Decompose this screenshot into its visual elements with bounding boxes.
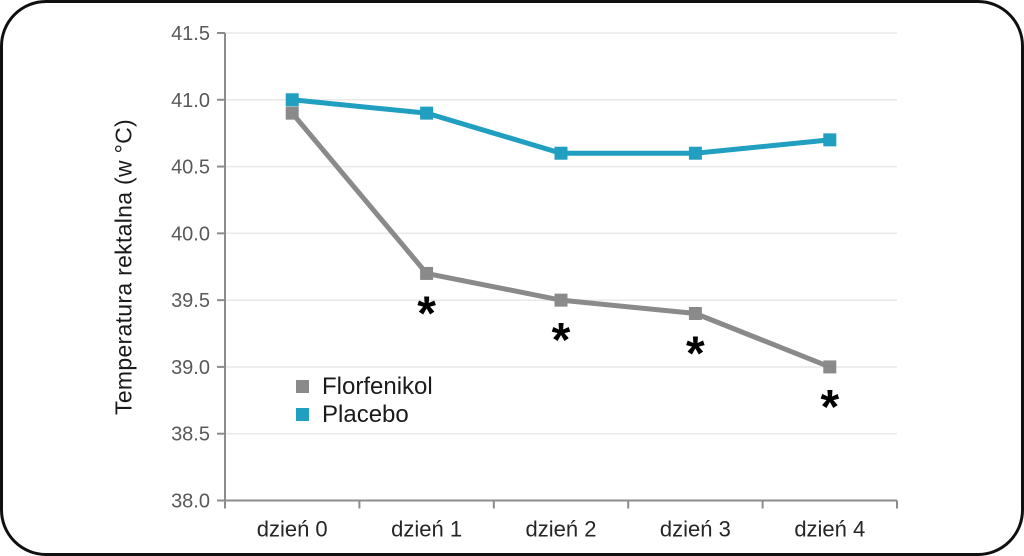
y-tick-label: 40.5 bbox=[171, 157, 210, 179]
x-tick-label: dzień 1 bbox=[391, 517, 462, 542]
legend-label-placebo: Placebo bbox=[322, 400, 409, 428]
y-tick-label: 39.5 bbox=[171, 290, 210, 312]
data-point-florfenikol bbox=[688, 307, 702, 320]
y-tick-label: 41.5 bbox=[171, 23, 210, 45]
legend-label-florfenikol: Florfenikol bbox=[322, 372, 433, 400]
x-tick-label: dzień 3 bbox=[660, 517, 731, 542]
x-tick-label: dzień 2 bbox=[526, 517, 597, 542]
legend: Florfenikol Placebo bbox=[296, 373, 433, 428]
x-tick-label: dzień 0 bbox=[257, 517, 328, 542]
significance-marker: * bbox=[820, 381, 839, 434]
data-point-florfenikol bbox=[285, 106, 299, 120]
legend-item-florfenikol: Florfenikol bbox=[296, 373, 433, 400]
data-point-placebo bbox=[688, 146, 702, 160]
significance-marker: * bbox=[552, 314, 571, 367]
data-point-florfenikol bbox=[554, 293, 568, 307]
data-point-florfenikol bbox=[420, 266, 434, 280]
y-tick-label: 40.0 bbox=[171, 223, 210, 245]
data-point-placebo bbox=[554, 146, 568, 160]
data-point-placebo bbox=[285, 93, 299, 107]
y-tick-label: 38.0 bbox=[171, 491, 210, 513]
significance-marker: * bbox=[417, 287, 436, 340]
placebo-swatch-icon bbox=[296, 408, 309, 421]
x-tick-label: dzień 4 bbox=[794, 517, 865, 542]
y-tick-label: 41.0 bbox=[171, 90, 210, 112]
florfenikol-swatch-icon bbox=[296, 380, 309, 393]
y-tick-label: 39.0 bbox=[171, 357, 210, 379]
data-point-placebo bbox=[420, 106, 434, 120]
significance-marker: * bbox=[686, 328, 705, 381]
temperature-line-chart: 38.0 38.5 39.0 39.5 40.0 40.5 41.0 41.5 dzień 0 d… bbox=[171, 23, 898, 542]
legend-item-placebo: Placebo bbox=[296, 401, 433, 428]
y-axis-title: Temperatura rektalna (w °C) bbox=[110, 119, 137, 415]
data-point-florfenikol bbox=[823, 360, 837, 374]
data-point-placebo bbox=[823, 133, 837, 147]
y-tick-label: 38.5 bbox=[171, 424, 210, 446]
series-line-placebo bbox=[291, 97, 831, 156]
